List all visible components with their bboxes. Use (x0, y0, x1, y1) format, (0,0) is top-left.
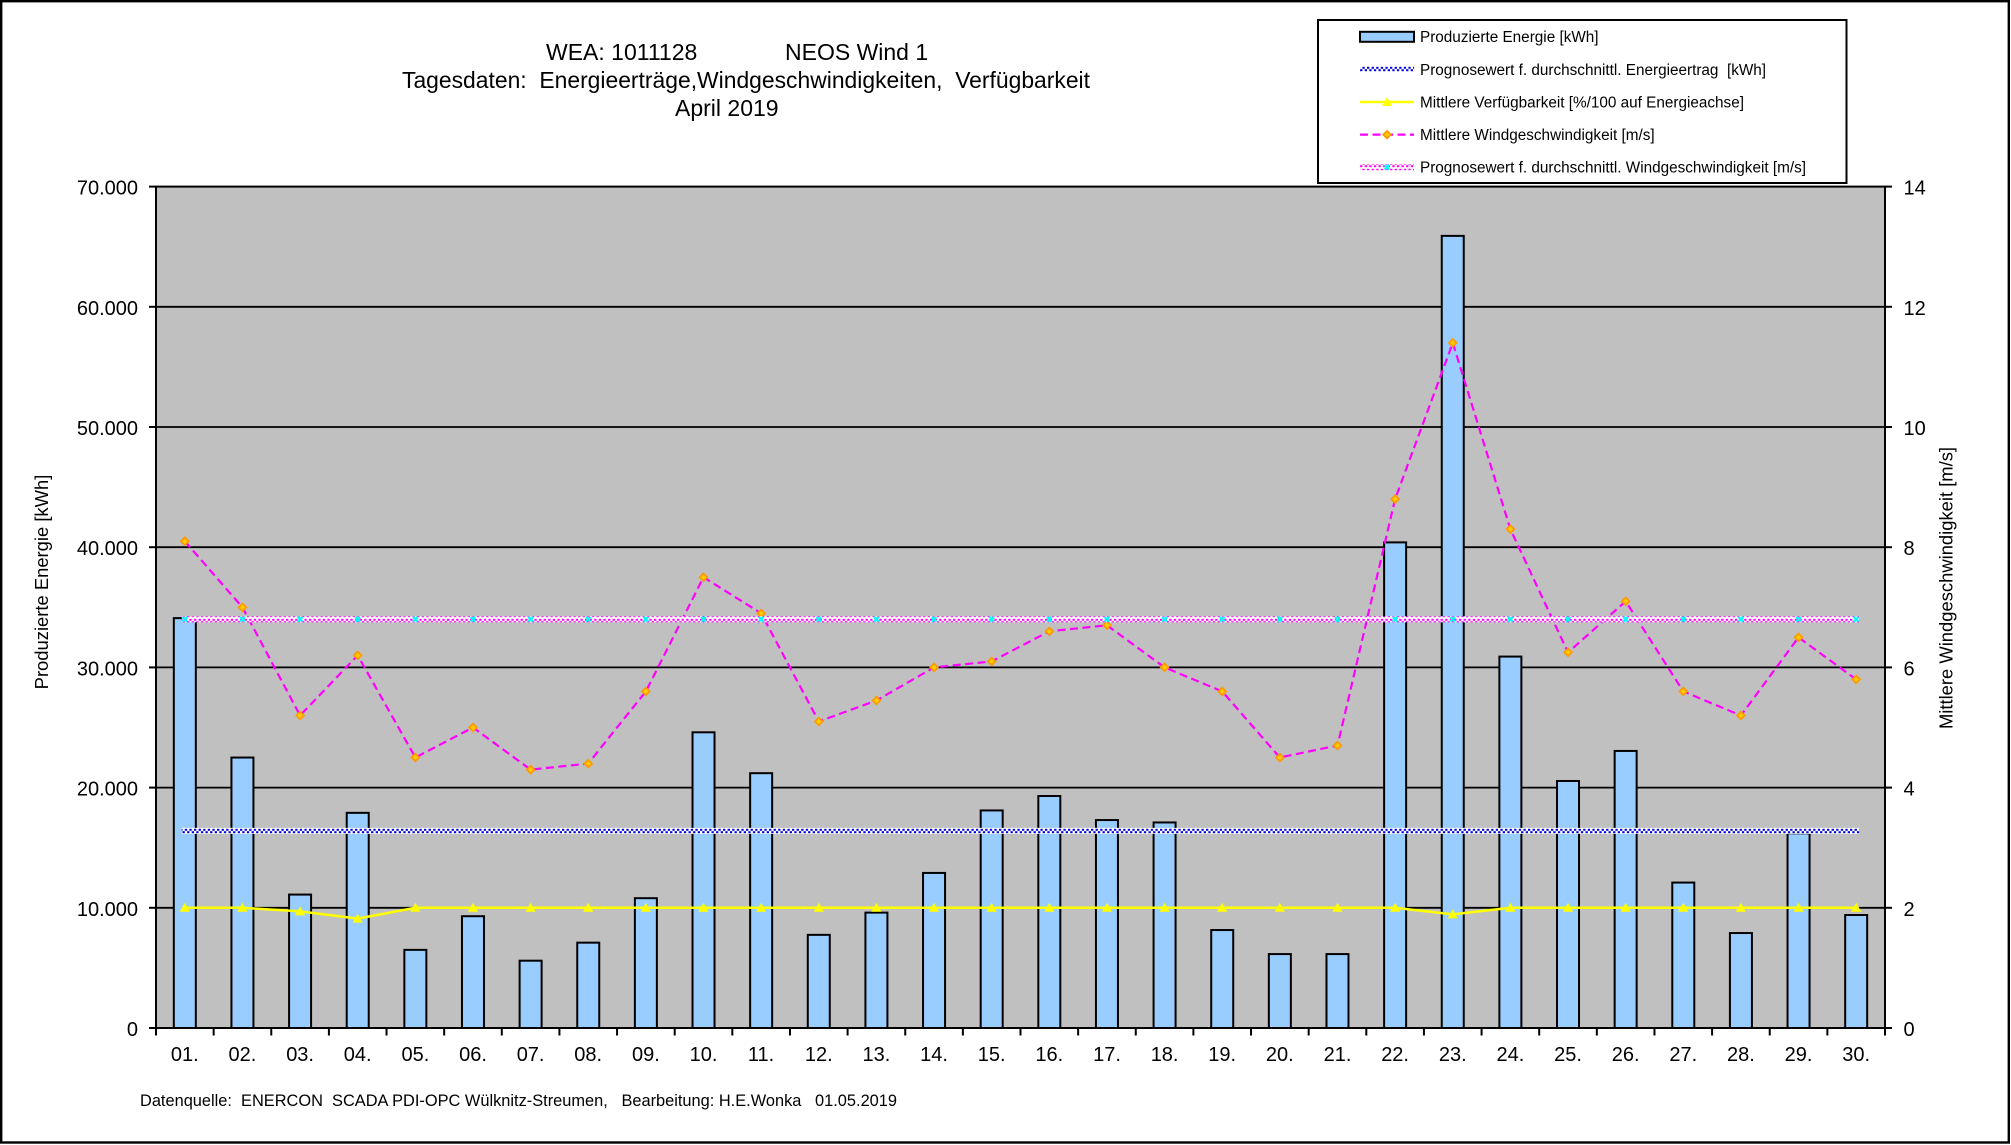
svg-text:15.: 15. (978, 1044, 1006, 1066)
svg-text:17.: 17. (1093, 1044, 1121, 1066)
svg-text:25.: 25. (1554, 1044, 1582, 1066)
svg-text:60.000: 60.000 (77, 298, 138, 320)
svg-text:12: 12 (1904, 298, 1926, 320)
svg-text:09.: 09. (632, 1044, 660, 1066)
svg-text:Mittlere Windgeschwindigkeit [: Mittlere Windgeschwindigkeit [m/s] (1936, 447, 1957, 729)
svg-text:24.: 24. (1496, 1044, 1524, 1066)
svg-text:2: 2 (1904, 899, 1915, 921)
svg-text:27.: 27. (1669, 1044, 1697, 1066)
svg-text:10.000: 10.000 (77, 899, 138, 921)
svg-text:Mittlere Verfügbarkeit [%/100: Mittlere Verfügbarkeit [%/100 auf Energi… (1420, 94, 1744, 111)
svg-text:05.: 05. (401, 1044, 429, 1066)
svg-text:11.: 11. (748, 1044, 774, 1066)
svg-text:6: 6 (1904, 658, 1915, 680)
svg-text:19.: 19. (1208, 1044, 1236, 1066)
svg-text:13.: 13. (862, 1044, 890, 1066)
svg-text:03.: 03. (286, 1044, 314, 1066)
svg-text:21.: 21. (1324, 1044, 1352, 1066)
svg-text:Mittlere Windgeschwindigkeit [: Mittlere Windgeschwindigkeit [m/s] (1420, 127, 1655, 144)
svg-text:40.000: 40.000 (77, 538, 138, 560)
svg-text:0: 0 (127, 1019, 138, 1041)
svg-text:16.: 16. (1035, 1044, 1063, 1066)
svg-text:April 2019: April 2019 (675, 95, 779, 121)
svg-text:28.: 28. (1727, 1044, 1755, 1066)
svg-text:29.: 29. (1785, 1044, 1813, 1066)
svg-text:4: 4 (1904, 779, 1915, 801)
svg-text:Tagesdaten: Energieerträge,Wi: Tagesdaten: Energieerträge,Windgeschwind… (402, 67, 1091, 93)
svg-text:07.: 07. (517, 1044, 545, 1066)
svg-text:12.: 12. (805, 1044, 833, 1066)
svg-text:0: 0 (1904, 1019, 1915, 1041)
svg-text:30.000: 30.000 (77, 658, 138, 680)
svg-text:18.: 18. (1151, 1044, 1179, 1066)
svg-text:26.: 26. (1612, 1044, 1640, 1066)
svg-text:14: 14 (1904, 178, 1926, 200)
svg-text:70.000: 70.000 (77, 178, 138, 200)
svg-text:06.: 06. (459, 1044, 487, 1066)
svg-text:8: 8 (1904, 538, 1915, 560)
svg-text:23.: 23. (1439, 1044, 1467, 1066)
svg-text:01.: 01. (171, 1044, 199, 1066)
svg-text:08.: 08. (574, 1044, 602, 1066)
svg-text:Prognosewert f. durchschnittl.: Prognosewert f. durchschnittl. Windgesch… (1420, 160, 1806, 177)
svg-text:22.: 22. (1381, 1044, 1409, 1066)
svg-text:10: 10 (1904, 418, 1926, 440)
svg-text:20.000: 20.000 (77, 779, 138, 801)
svg-text:30.: 30. (1842, 1044, 1870, 1066)
svg-text:10.: 10. (690, 1044, 718, 1066)
svg-text:WEA: 1011128: WEA: 1011128 (546, 39, 697, 65)
svg-text:Prognosewert f. durchschnittl.: Prognosewert f. durchschnittl. Energieer… (1420, 62, 1766, 79)
svg-text:NEOS Wind 1: NEOS Wind 1 (785, 39, 928, 65)
svg-text:50.000: 50.000 (77, 418, 138, 440)
svg-text:14.: 14. (920, 1044, 948, 1066)
svg-text:20.: 20. (1266, 1044, 1294, 1066)
svg-text:Datenquelle: ENERCON SCADA P: Datenquelle: ENERCON SCADA PDI-OPC Wülkn… (140, 1092, 897, 1110)
svg-text:02.: 02. (228, 1044, 256, 1066)
svg-text:04.: 04. (344, 1044, 372, 1066)
svg-text:Produzierte Energie [kWh]: Produzierte Energie [kWh] (31, 475, 52, 690)
svg-text:Produzierte Energie [kWh]: Produzierte Energie [kWh] (1420, 29, 1599, 46)
